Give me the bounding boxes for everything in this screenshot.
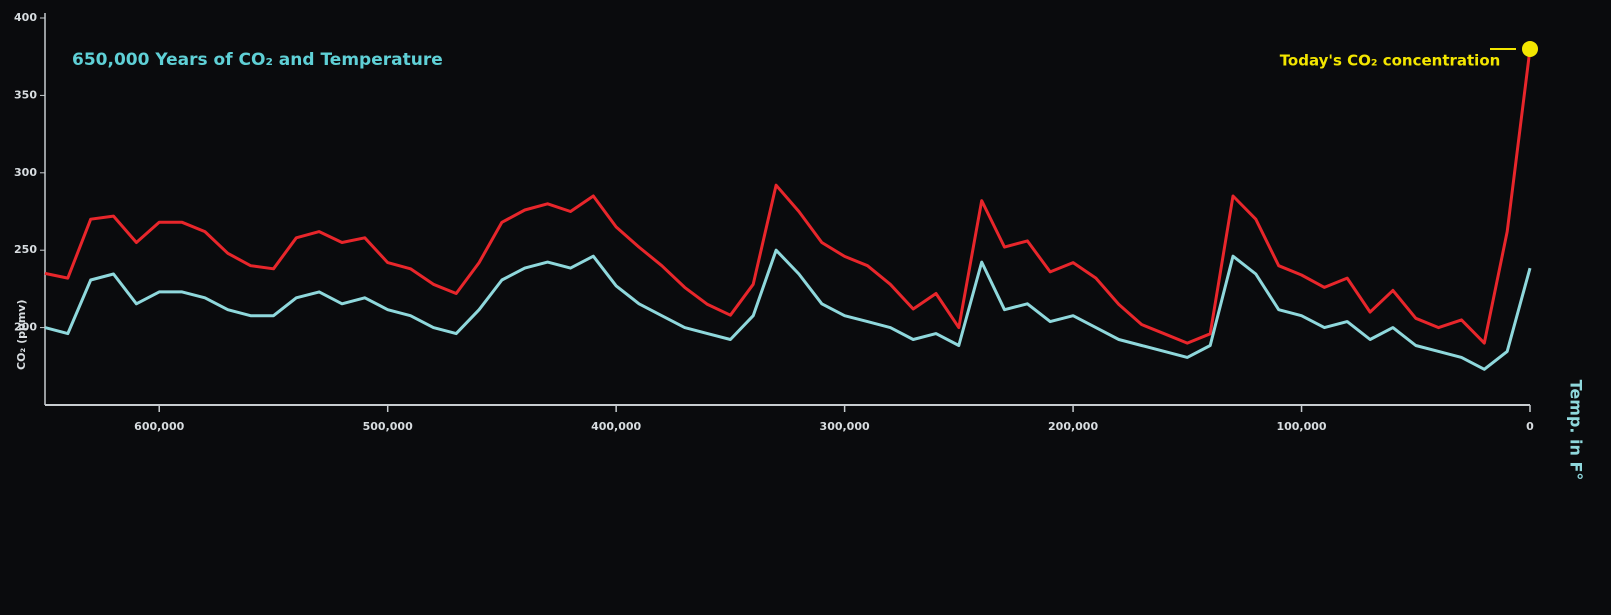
x-tick-label: 400,000 <box>591 420 641 433</box>
x-tick-label: 200,000 <box>1048 420 1098 433</box>
background <box>0 0 1611 615</box>
y-tick-label: 400 <box>14 11 37 24</box>
x-tick-label: 100,000 <box>1276 420 1326 433</box>
y-tick-label: 300 <box>14 166 37 179</box>
chart-title: 650,000 Years of CO₂ and Temperature <box>72 50 443 70</box>
x-tick-label: 0 <box>1526 420 1534 433</box>
x-tick-label: 600,000 <box>134 420 184 433</box>
chart: 650,000 Years of CO₂ and Temperature CO₂… <box>0 0 1611 615</box>
x-tick-label: 300,000 <box>820 420 870 433</box>
x-tick-label: 500,000 <box>363 420 413 433</box>
y-tick-label: 200 <box>14 321 37 334</box>
y2-axis-label: Temp. in F° <box>1567 380 1586 481</box>
page: {"chart_data": { "type": "line", "title"… <box>0 0 1611 615</box>
annotation: Today's CO₂ concentration <box>1280 51 1501 69</box>
y-tick-label: 350 <box>14 88 37 101</box>
y-axis-label: CO₂ (ppmv) <box>15 299 28 370</box>
today-marker <box>1522 41 1538 57</box>
y-tick-label: 250 <box>14 243 37 256</box>
